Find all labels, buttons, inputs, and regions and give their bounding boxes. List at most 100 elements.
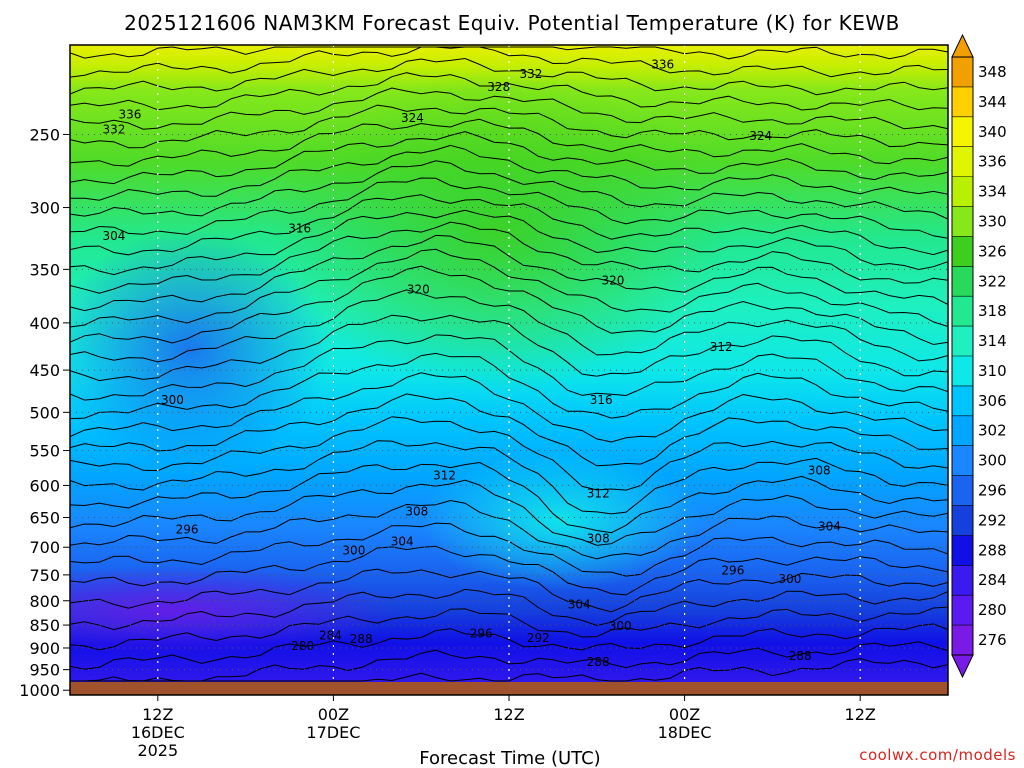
colorbar-label: 276 bbox=[978, 631, 1007, 649]
colorbar-label: 340 bbox=[978, 123, 1007, 141]
contour-label: 288 bbox=[587, 655, 610, 669]
colorbar-label: 302 bbox=[978, 422, 1007, 440]
contour-label: 296 bbox=[470, 626, 493, 640]
colorbar-swatch bbox=[952, 176, 973, 207]
y-tick-label: 500 bbox=[29, 403, 60, 422]
contour-label: 316 bbox=[288, 221, 311, 235]
colorbar-label: 314 bbox=[978, 332, 1007, 350]
contour-label: 296 bbox=[721, 564, 744, 578]
y-tick-label: 600 bbox=[29, 476, 60, 495]
contour-label: 300 bbox=[779, 572, 802, 586]
low-level-cold-band bbox=[70, 565, 400, 655]
contour-label: 284 bbox=[319, 628, 342, 642]
colorbar-label: 322 bbox=[978, 272, 1007, 290]
colorbar-label: 306 bbox=[978, 392, 1007, 410]
colorbar-swatch bbox=[952, 385, 973, 416]
contour-line bbox=[70, 209, 948, 276]
contour-label: 316 bbox=[590, 393, 613, 407]
contour-line bbox=[70, 588, 948, 631]
contour-label: 300 bbox=[609, 619, 632, 633]
contour-label: 332 bbox=[102, 123, 125, 137]
contour-line bbox=[70, 160, 948, 220]
contour-label: 300 bbox=[161, 393, 184, 407]
y-tick-label: 800 bbox=[29, 592, 60, 611]
contour-label: 288 bbox=[350, 632, 373, 646]
colorbar-swatch bbox=[952, 475, 973, 506]
credit-link[interactable]: coolwx.com/models bbox=[859, 746, 1016, 764]
y-tick-label: 400 bbox=[29, 314, 60, 333]
x-axis-label: Forecast Time (UTC) bbox=[419, 748, 600, 768]
contour-line bbox=[70, 131, 948, 185]
contour-line bbox=[70, 265, 948, 346]
y-tick-label: 950 bbox=[29, 661, 60, 680]
contour-line bbox=[70, 641, 948, 682]
contour-line bbox=[70, 72, 948, 111]
contour-line bbox=[70, 248, 948, 328]
contour-line bbox=[70, 104, 948, 149]
y-tick-label: 850 bbox=[29, 616, 60, 635]
contour-line bbox=[70, 545, 948, 596]
y-tick-label: 700 bbox=[29, 538, 60, 557]
contour-line bbox=[70, 87, 948, 130]
contour-label: 304 bbox=[391, 534, 414, 548]
contour-lines bbox=[70, 46, 948, 682]
contour-label: 324 bbox=[401, 111, 424, 125]
contour-label: 336 bbox=[119, 108, 142, 122]
contour-line bbox=[70, 416, 948, 491]
colorbar-label: 296 bbox=[978, 482, 1007, 500]
contour-line bbox=[70, 314, 948, 382]
colorbar-swatch bbox=[952, 565, 973, 596]
x-tick-label: 12Z bbox=[142, 705, 173, 724]
colorbar: 348 344 340 336 334 330 326 322 318 314 310 306 302 3… bbox=[951, 33, 1007, 679]
contour-line bbox=[70, 372, 948, 443]
contour-label: 304 bbox=[818, 520, 841, 534]
colorbar-label: 330 bbox=[978, 212, 1007, 230]
contour-label: 300 bbox=[342, 544, 365, 558]
x-tick-label: 16DEC bbox=[131, 723, 185, 742]
contour-line bbox=[70, 393, 948, 467]
contour-label: 296 bbox=[176, 523, 199, 537]
colorbar-swatch bbox=[952, 356, 973, 386]
contour-label: 320 bbox=[601, 274, 624, 288]
contour-line bbox=[70, 234, 948, 312]
x-tick-label: 12Z bbox=[845, 705, 876, 724]
contour-line bbox=[70, 118, 948, 167]
colorbar-label: 284 bbox=[978, 571, 1007, 589]
colorbar-swatch bbox=[952, 57, 973, 87]
colorbar-swatch bbox=[952, 86, 973, 117]
contour-label: 336 bbox=[651, 58, 674, 72]
contour-line bbox=[70, 177, 948, 239]
colorbar-swatch bbox=[952, 236, 973, 267]
colorbar-swatch bbox=[952, 535, 973, 566]
contour-label: 308 bbox=[808, 463, 831, 477]
colorbar-swatch bbox=[952, 116, 973, 147]
colorbar-label: 326 bbox=[978, 242, 1007, 260]
contour-label: 288 bbox=[789, 649, 812, 663]
x-tick-label: 2025 bbox=[137, 741, 178, 760]
colorbar-label: 310 bbox=[978, 362, 1007, 380]
colorbar-label: 334 bbox=[978, 183, 1007, 201]
contour-line bbox=[70, 657, 948, 682]
colorbar-label: 280 bbox=[978, 601, 1007, 619]
x-tick-label: 17DEC bbox=[306, 723, 360, 742]
contour-line bbox=[70, 499, 948, 560]
contour-line bbox=[70, 46, 948, 78]
y-tick-label: 300 bbox=[29, 199, 60, 218]
contour-line bbox=[70, 352, 948, 420]
colorbar-swatch bbox=[952, 206, 973, 237]
contour-label: 304 bbox=[568, 598, 591, 612]
contour-label: 308 bbox=[587, 532, 610, 546]
x-tick-label: 18DEC bbox=[658, 723, 712, 742]
contour-line bbox=[70, 289, 948, 363]
y-tick-label: 750 bbox=[29, 566, 60, 585]
colorbar-swatch bbox=[952, 505, 973, 536]
colorbar-swatch bbox=[952, 326, 973, 356]
contour-line bbox=[70, 144, 948, 201]
contour-label: 308 bbox=[405, 504, 428, 518]
contour-label: 332 bbox=[519, 67, 542, 81]
contour-line bbox=[70, 479, 948, 546]
upper-green-dome bbox=[270, 70, 730, 390]
